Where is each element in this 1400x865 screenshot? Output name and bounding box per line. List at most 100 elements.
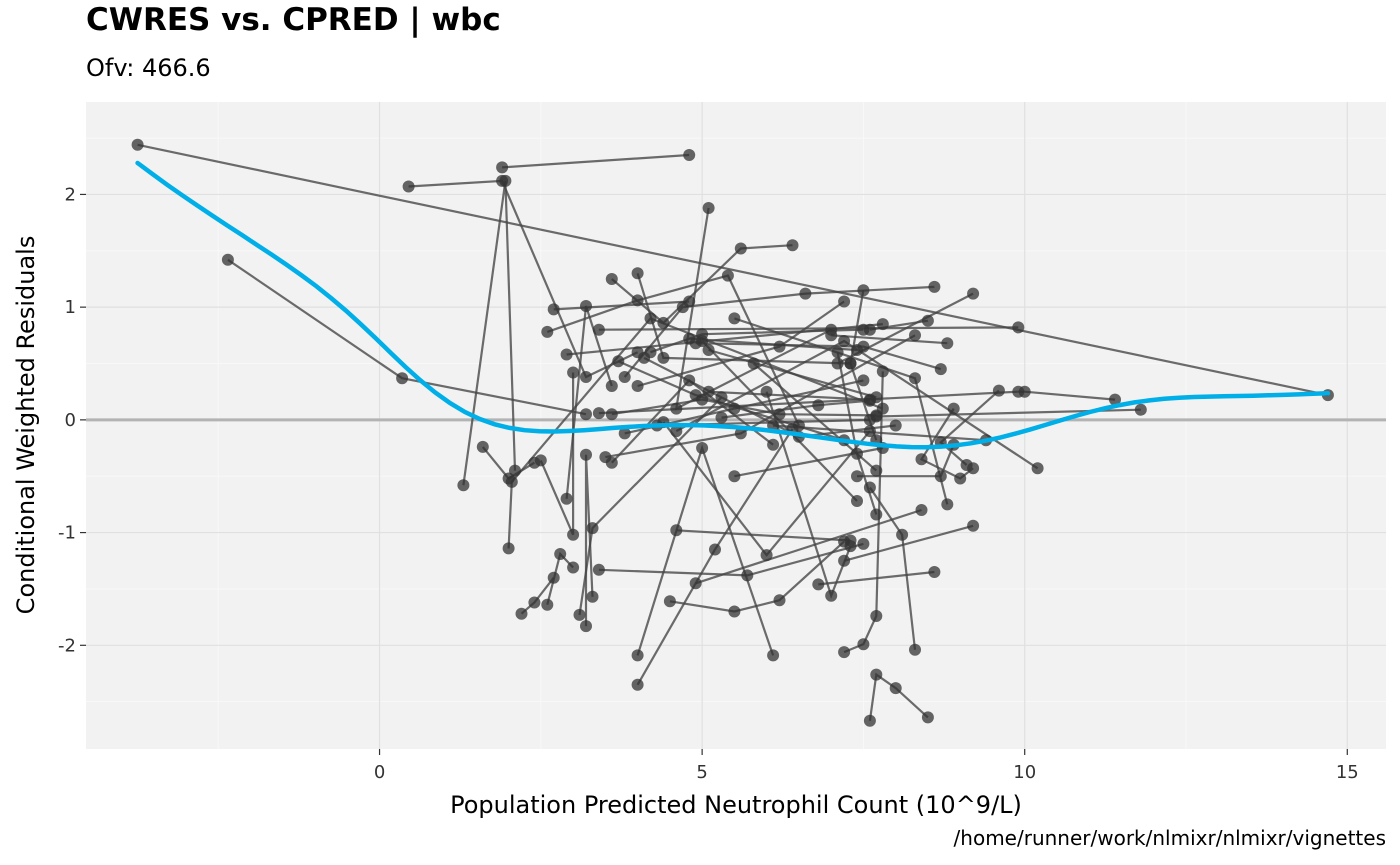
data-point bbox=[857, 374, 870, 387]
data-point bbox=[580, 371, 592, 383]
data-point bbox=[547, 303, 560, 316]
data-point bbox=[657, 351, 670, 364]
data-point bbox=[670, 402, 683, 415]
data-point bbox=[612, 355, 625, 368]
x-tick-label: 0 bbox=[374, 762, 385, 783]
data-point bbox=[476, 440, 489, 453]
data-point bbox=[825, 589, 838, 602]
data-point bbox=[547, 571, 560, 584]
profile-line-34 bbox=[598, 326, 1019, 331]
data-point bbox=[844, 540, 857, 553]
data-point bbox=[967, 287, 980, 300]
data-point bbox=[967, 519, 980, 532]
data-point bbox=[567, 366, 580, 379]
data-point bbox=[721, 269, 734, 282]
profile-line-1 bbox=[137, 143, 1329, 397]
data-point bbox=[792, 419, 805, 432]
data-point bbox=[889, 419, 902, 432]
data-point bbox=[870, 508, 883, 521]
data-point bbox=[631, 380, 644, 392]
profile-line-43 bbox=[919, 408, 974, 480]
data-point bbox=[844, 357, 857, 370]
data-point bbox=[131, 138, 144, 151]
data-point bbox=[831, 346, 844, 359]
data-point bbox=[909, 643, 921, 656]
data-point bbox=[786, 239, 799, 252]
data-point bbox=[870, 464, 883, 477]
data-point bbox=[838, 646, 851, 659]
data-point bbox=[915, 453, 928, 466]
data-point bbox=[857, 638, 870, 651]
data-point bbox=[676, 301, 689, 314]
data-point bbox=[496, 161, 509, 174]
data-point bbox=[851, 447, 863, 460]
data-point bbox=[870, 409, 883, 422]
profile-line-22 bbox=[868, 672, 929, 721]
data-point bbox=[592, 323, 605, 336]
data-point bbox=[734, 242, 747, 255]
data-point bbox=[402, 180, 415, 193]
data-point bbox=[851, 470, 863, 483]
profile-line-40 bbox=[831, 334, 948, 345]
data-point bbox=[857, 340, 870, 353]
profile-line-18 bbox=[676, 529, 851, 542]
data-point bbox=[812, 399, 825, 412]
chart-title: CWRES vs. CPRED | wbc bbox=[86, 2, 501, 38]
data-point bbox=[580, 620, 592, 633]
data-point bbox=[876, 365, 889, 378]
data-point bbox=[715, 391, 728, 404]
x-axis-ticks: 0 5 10 15 bbox=[374, 749, 1359, 783]
x-tick-label: 5 bbox=[696, 762, 707, 783]
data-point bbox=[683, 374, 696, 387]
data-point bbox=[715, 411, 728, 424]
data-point bbox=[567, 561, 580, 574]
x-tick-label: 10 bbox=[1013, 762, 1036, 783]
data-point bbox=[554, 548, 567, 560]
data-point bbox=[567, 528, 580, 541]
data-point bbox=[767, 649, 780, 662]
data-point bbox=[618, 371, 631, 383]
profile-line-37 bbox=[843, 524, 974, 562]
data-point bbox=[921, 711, 934, 724]
data-point bbox=[773, 594, 786, 607]
data-point bbox=[683, 149, 696, 161]
data-point bbox=[954, 472, 967, 485]
profile-line-32 bbox=[623, 285, 935, 378]
profile-line-28 bbox=[553, 300, 690, 311]
data-point bbox=[1031, 462, 1044, 475]
data-point bbox=[560, 492, 573, 505]
profile-line-19 bbox=[695, 508, 922, 585]
data-point bbox=[825, 329, 838, 342]
data-point bbox=[967, 462, 980, 475]
data-point bbox=[396, 372, 409, 385]
data-point bbox=[941, 498, 954, 511]
x-tick-label: 15 bbox=[1336, 762, 1359, 783]
data-point bbox=[618, 427, 631, 440]
y-axis-ticks: -2 -1 0 1 2 bbox=[58, 184, 86, 656]
data-points bbox=[131, 138, 1334, 727]
data-point bbox=[992, 384, 1005, 397]
data-point bbox=[599, 451, 612, 464]
data-point bbox=[1109, 393, 1121, 406]
data-point bbox=[631, 678, 644, 691]
data-point bbox=[586, 522, 599, 535]
data-point bbox=[1018, 385, 1031, 398]
data-point bbox=[528, 596, 541, 609]
data-point bbox=[928, 280, 941, 293]
chart-subtitle: Ofv: 466.6 bbox=[86, 54, 211, 82]
profile-line-4 bbox=[502, 153, 690, 169]
y-axis-label: Conditional Weighted Residuals bbox=[12, 236, 40, 615]
data-point bbox=[644, 312, 657, 325]
data-point bbox=[838, 295, 851, 308]
data-point bbox=[605, 408, 618, 421]
data-point bbox=[728, 470, 741, 483]
data-point bbox=[896, 528, 909, 541]
data-point bbox=[909, 329, 921, 342]
data-point bbox=[221, 253, 234, 266]
data-point bbox=[857, 284, 870, 297]
data-point bbox=[812, 578, 825, 591]
data-point bbox=[580, 408, 592, 421]
data-point bbox=[702, 385, 715, 398]
data-point bbox=[670, 425, 683, 438]
data-point bbox=[580, 300, 592, 312]
